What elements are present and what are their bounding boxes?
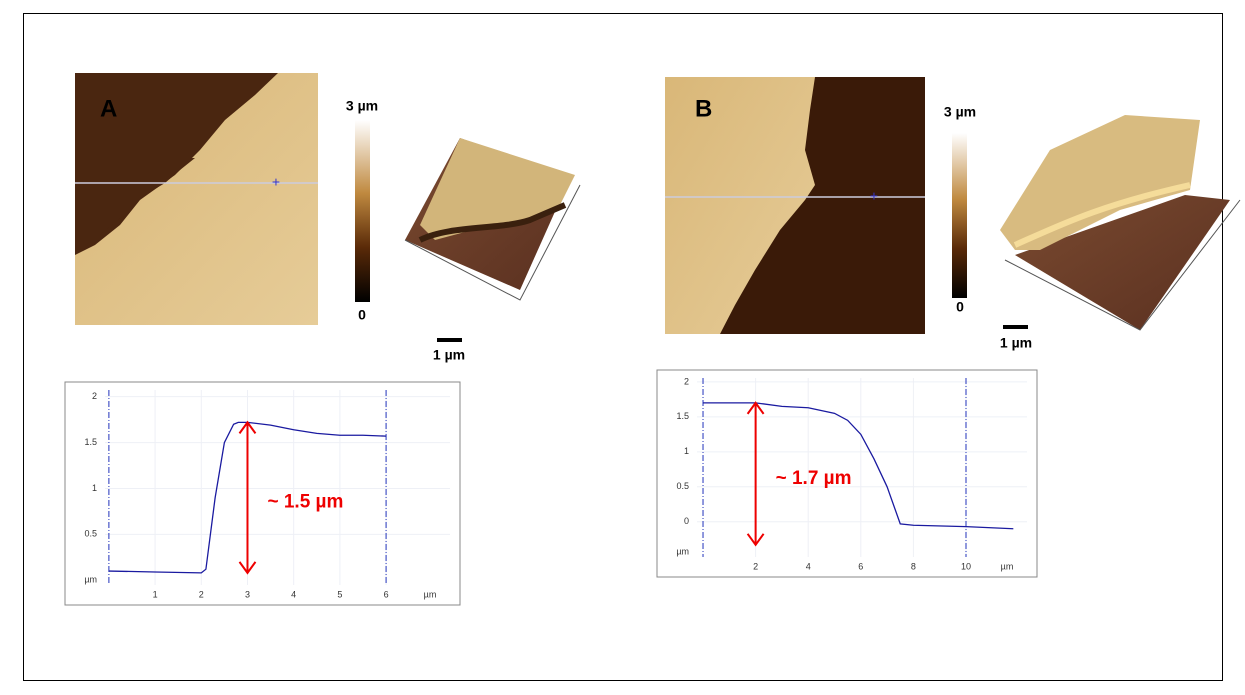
x-tick-label: 4 (291, 589, 296, 599)
afm-3d-a (404, 138, 581, 301)
scale-bar-label: 1 µm (1000, 335, 1032, 351)
y-tick-label: 0.5 (84, 529, 97, 539)
afm-image-b: + (665, 77, 925, 334)
afm-image-a: + (75, 73, 318, 325)
plot-frame (64, 381, 461, 606)
y-tick-label: 2 (684, 376, 689, 386)
panel-label: A (100, 95, 117, 122)
y-axis-label: µm (84, 574, 97, 584)
colorbar-min: 0 (358, 307, 366, 323)
y-tick-label: 1.5 (676, 411, 689, 421)
plot-frame (656, 369, 1038, 578)
arrow-head (238, 561, 257, 575)
y-tick-label: 1 (92, 483, 97, 493)
colorbar (355, 120, 370, 302)
scale-bar (437, 338, 462, 342)
annotation: ~ 1.7 µm (776, 468, 852, 489)
y-tick-label: 1.5 (84, 437, 97, 447)
colorbar-min: 0 (956, 299, 964, 315)
arrow-head (746, 533, 765, 547)
x-tick-label: 4 (806, 561, 811, 571)
arrow-head (238, 420, 257, 434)
x-tick-label: 2 (199, 589, 204, 599)
colorbar-max: 3 µm (944, 104, 976, 120)
x-tick-label: 6 (858, 561, 863, 571)
y-tick-label: 0 (684, 516, 689, 526)
x-tick-label: 3 (245, 589, 250, 599)
colorbar (952, 133, 967, 298)
annotation: ~ 1.5 µm (267, 492, 343, 513)
y-tick-label: 2 (92, 391, 97, 401)
x-tick-label: 6 (384, 589, 389, 599)
y-tick-label: 0.5 (676, 481, 689, 491)
colorbar-max: 3 µm (346, 98, 378, 114)
x-tick-label: 2 (753, 561, 758, 571)
y-axis-label: µm (676, 546, 689, 556)
x-tick-label: 10 (961, 561, 971, 571)
x-tick-label: 1 (153, 589, 158, 599)
x-axis-label: µm (424, 589, 437, 599)
x-tick-label: 5 (337, 589, 342, 599)
afm-3d-b (1000, 115, 1241, 331)
svg-text:+: + (272, 174, 280, 190)
svg-text:+: + (870, 188, 878, 204)
profile-line (108, 421, 387, 574)
x-axis-label: µm (1001, 561, 1014, 571)
scale-bar-label: 1 µm (433, 347, 465, 363)
frame (23, 13, 1223, 681)
scale-bar (1003, 325, 1028, 329)
x-tick-label: 8 (911, 561, 916, 571)
profile-line (703, 402, 1014, 530)
y-tick-label: 1 (684, 446, 689, 456)
arrow-head (746, 401, 765, 415)
panel-label: B (695, 95, 712, 122)
